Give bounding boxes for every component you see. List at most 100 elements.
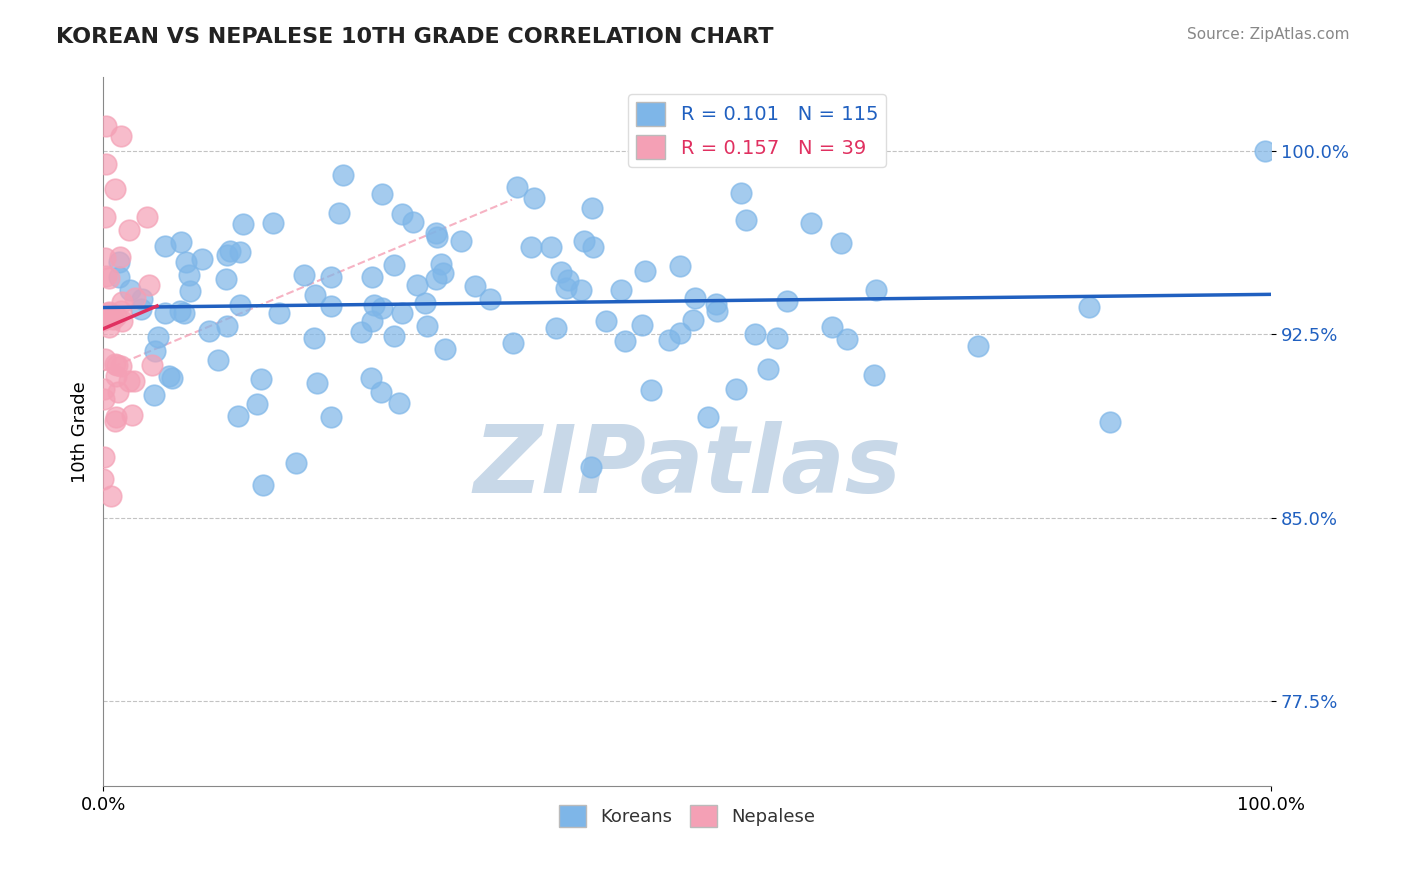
Point <box>328 206 350 220</box>
Point <box>110 128 132 143</box>
Point <box>93 251 115 265</box>
Point <box>595 314 617 328</box>
Point <box>415 319 437 334</box>
Y-axis label: 10th Grade: 10th Grade <box>72 381 89 483</box>
Point <box>153 239 176 253</box>
Point <box>432 266 454 280</box>
Point <box>138 277 160 292</box>
Point <box>143 388 166 402</box>
Text: Source: ZipAtlas.com: Source: ZipAtlas.com <box>1187 27 1350 42</box>
Point <box>658 333 681 347</box>
Text: KOREAN VS NEPALESE 10TH GRADE CORRELATION CHART: KOREAN VS NEPALESE 10TH GRADE CORRELATIO… <box>56 27 773 46</box>
Point <box>434 342 457 356</box>
Point <box>370 384 392 399</box>
Point <box>173 306 195 320</box>
Point <box>226 409 249 423</box>
Point <box>682 312 704 326</box>
Point <box>613 334 636 348</box>
Point <box>104 414 127 428</box>
Point <box>506 179 529 194</box>
Point <box>157 369 180 384</box>
Point <box>391 207 413 221</box>
Point <box>765 331 787 345</box>
Point <box>145 344 167 359</box>
Point <box>197 324 219 338</box>
Point <box>430 257 453 271</box>
Point <box>464 278 486 293</box>
Point <box>104 309 127 323</box>
Point <box>630 318 652 332</box>
Point <box>96 157 118 171</box>
Point <box>523 192 546 206</box>
Legend: Koreans, Nepalese: Koreans, Nepalese <box>551 797 823 834</box>
Point <box>361 313 384 327</box>
Point <box>363 298 385 312</box>
Point <box>104 182 127 196</box>
Point <box>141 359 163 373</box>
Point <box>820 320 842 334</box>
Point <box>122 374 145 388</box>
Point <box>104 357 127 371</box>
Point <box>94 268 117 283</box>
Point <box>361 270 384 285</box>
Point <box>319 409 342 424</box>
Point <box>124 291 146 305</box>
Point <box>170 235 193 250</box>
Point <box>756 362 779 376</box>
Point <box>574 234 596 248</box>
Point <box>104 409 127 424</box>
Point <box>98 270 121 285</box>
Point <box>118 223 141 237</box>
Point <box>569 283 592 297</box>
Point <box>105 358 128 372</box>
Point <box>1078 300 1101 314</box>
Point <box>120 283 142 297</box>
Point <box>94 352 117 367</box>
Point <box>232 217 254 231</box>
Point <box>425 272 447 286</box>
Point <box>110 314 132 328</box>
Point <box>307 376 329 390</box>
Point <box>697 410 720 425</box>
Point <box>93 450 115 464</box>
Point <box>332 168 354 182</box>
Point <box>93 382 115 396</box>
Point <box>108 270 131 285</box>
Point <box>350 325 373 339</box>
Point <box>319 299 342 313</box>
Point <box>179 285 201 299</box>
Point <box>706 303 728 318</box>
Point <box>250 372 273 386</box>
Point <box>388 396 411 410</box>
Point <box>724 382 747 396</box>
Point <box>97 306 120 320</box>
Point <box>557 273 579 287</box>
Point <box>865 283 887 297</box>
Point <box>160 371 183 385</box>
Point <box>734 213 756 227</box>
Point <box>285 456 308 470</box>
Point <box>730 186 752 200</box>
Point <box>744 327 766 342</box>
Point <box>776 293 799 308</box>
Point <box>554 281 576 295</box>
Point <box>118 374 141 388</box>
Point <box>93 392 115 407</box>
Point <box>1254 144 1277 158</box>
Point <box>292 268 315 282</box>
Point <box>245 397 267 411</box>
Point <box>360 371 382 385</box>
Point <box>176 254 198 268</box>
Point <box>215 272 238 286</box>
Point <box>110 303 132 318</box>
Point <box>98 305 121 319</box>
Point <box>479 292 502 306</box>
Point <box>100 489 122 503</box>
Point <box>108 254 131 268</box>
Point <box>405 278 427 293</box>
Point <box>321 270 343 285</box>
Point <box>191 252 214 266</box>
Point <box>207 353 229 368</box>
Point <box>669 326 692 340</box>
Point <box>218 244 240 258</box>
